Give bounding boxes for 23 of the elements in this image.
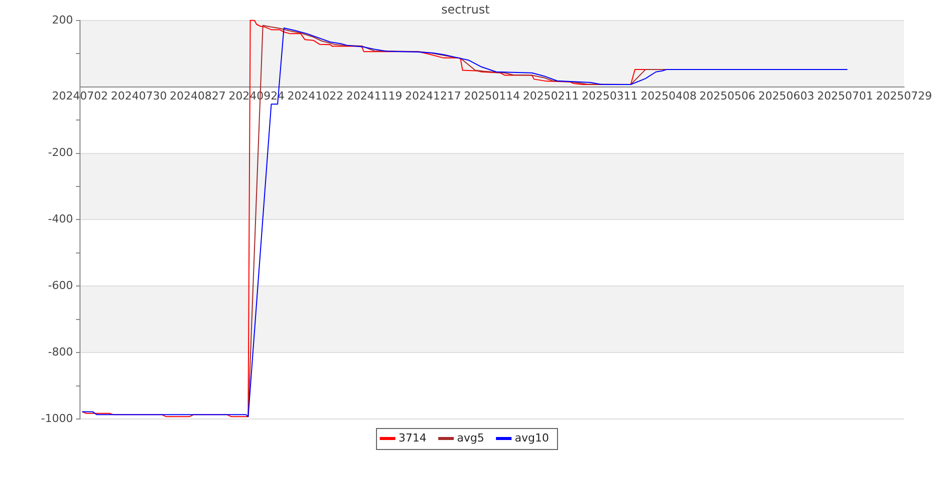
y-tick-label: 200 — [52, 13, 73, 26]
y-tick-label: -600 — [48, 278, 73, 292]
x-tick-label: 20250311 — [582, 89, 638, 102]
y-tick-label: -1000 — [41, 412, 73, 425]
x-tick-label: 20241119 — [346, 89, 402, 102]
x-tick-label: 20250603 — [758, 89, 814, 102]
x-tick-label: 20250506 — [699, 89, 756, 102]
y-tick-label: -200 — [48, 146, 73, 160]
x-tick-label: 20240730 — [110, 89, 167, 102]
x-tick-label: 20250408 — [640, 89, 697, 102]
y-tick-label: -800 — [48, 345, 73, 358]
legend-label: avg5 — [457, 431, 484, 444]
x-tick-label: 20241022 — [287, 89, 344, 102]
y-tick-label: -400 — [48, 212, 73, 226]
chart-title: sectrust — [441, 2, 490, 16]
x-tick-label: 20250114 — [464, 89, 520, 102]
x-tick-label: 20250701 — [817, 89, 874, 102]
legend-label: avg10 — [514, 431, 549, 444]
x-tick-label: 20250729 — [876, 89, 932, 102]
legend-label: 3714 — [398, 431, 427, 444]
x-tick-label: 20240827 — [170, 89, 226, 102]
x-tick-label: 20250211 — [522, 89, 579, 102]
x-tick-label: 20241217 — [405, 89, 462, 102]
